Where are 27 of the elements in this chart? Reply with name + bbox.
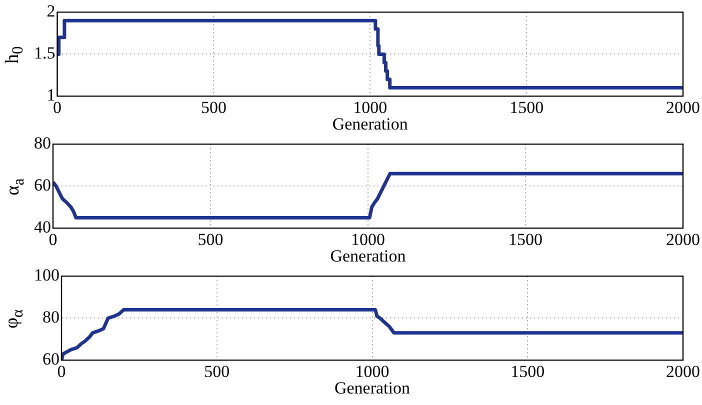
x-tick-label: 0 [57, 362, 66, 381]
x-tick-label: 1500 [510, 98, 544, 117]
y-tick-label: 1 [46, 86, 56, 105]
x-tick-label: 2000 [666, 98, 700, 117]
y-tick-label: 1.5 [34, 44, 56, 63]
x-axis-title: Generation [334, 378, 411, 398]
y-tick-label: 80 [34, 134, 51, 153]
x-tick-label: 0 [48, 230, 58, 249]
x-tick-label: 2000 [666, 362, 700, 381]
x-tick-label: 1500 [508, 230, 542, 249]
x-tick-label: 0 [53, 98, 62, 117]
y-tick-label: 100 [34, 266, 60, 285]
y-tick-label: 40 [34, 218, 51, 237]
x-tick-label: 1000 [351, 230, 385, 249]
x-tick-label: 1000 [355, 362, 390, 381]
y-tick-label: 2 [46, 2, 56, 21]
y-tick-label: 60 [42, 350, 60, 369]
x-tick-label: 2000 [666, 230, 700, 249]
x-axis-title: Generation [330, 246, 406, 266]
y-tick-label: 60 [34, 176, 51, 195]
x-tick-label: 1000 [353, 98, 388, 117]
x-tick-label: 500 [200, 98, 226, 117]
x-tick-label: 1500 [510, 362, 545, 381]
x-axis-title: Generation [332, 114, 408, 134]
x-tick-label: 500 [198, 230, 224, 249]
y-tick-label: 80 [42, 308, 60, 327]
x-tick-label: 500 [204, 362, 230, 381]
